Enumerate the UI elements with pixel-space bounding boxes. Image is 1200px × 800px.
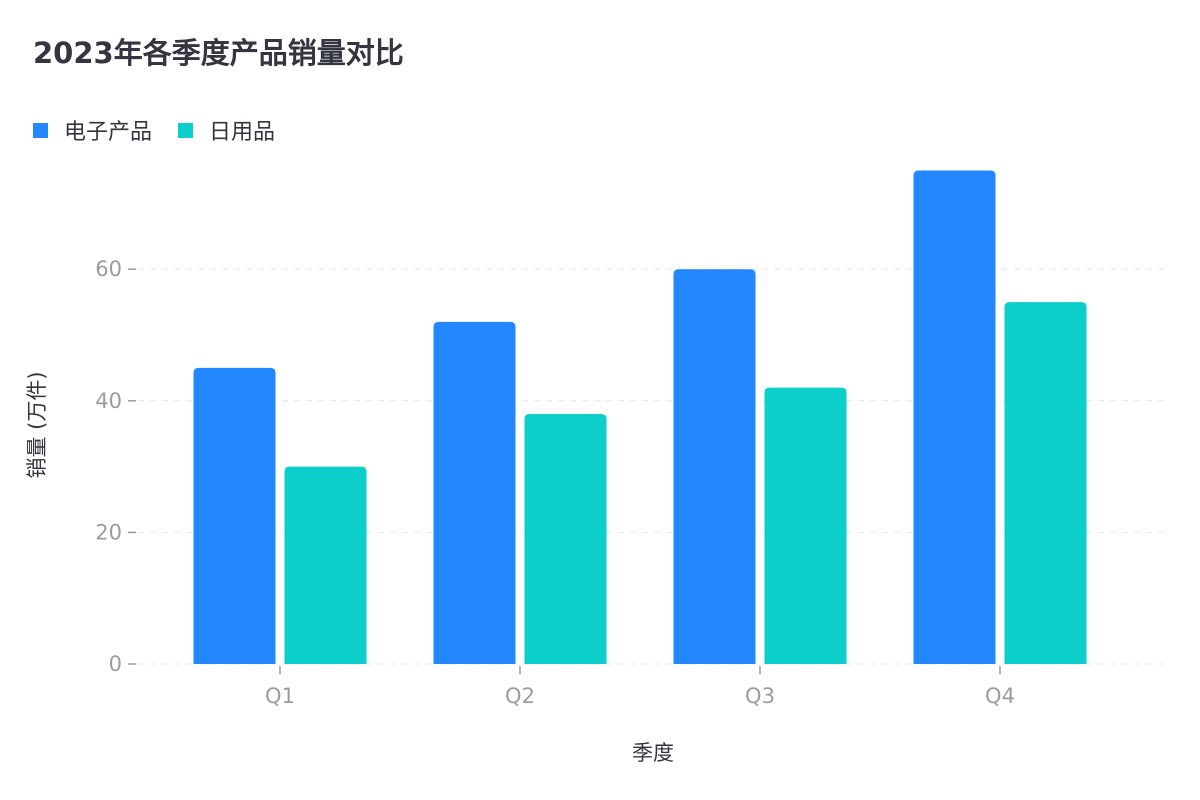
bar-electronics-q1[interactable] [193,367,276,664]
bar-electronics-q4[interactable] [913,170,996,665]
x-tick-label: Q3 [745,684,775,708]
legend-swatch-daily-goods [178,122,194,138]
chart-title: 2023年各季度产品销量对比 [33,36,404,70]
y-tick-label: 20 [95,520,122,544]
y-axis: 0 20 40 60 [95,257,136,676]
legend-swatch-electronics [33,122,48,138]
legend-item-daily-goods[interactable]: 日用品 [178,114,275,146]
legend-label-electronics: 电子产品 [64,120,153,145]
legend: 电子产品 日用品 [33,115,301,145]
x-tick-label: Q1 [265,684,295,708]
y-axis-title: 销量 (万件) [25,371,49,478]
legend-label-daily-goods: 日用品 [209,120,276,145]
bar-daily-goods-q4[interactable] [1004,302,1087,664]
bar-daily-goods-q2[interactable] [524,413,607,664]
x-tick-label: Q2 [505,684,535,708]
legend-item-electronics[interactable]: 电子产品 [33,114,152,146]
x-axis: Q1 Q2 Q3 Q4 [265,666,1015,708]
bar-electronics-q2[interactable] [433,321,516,664]
x-tick-label: Q4 [985,684,1015,708]
bar-electronics-q3[interactable] [673,269,756,664]
y-tick-label: 60 [95,257,122,281]
bars [193,170,1087,665]
x-axis-title: 季度 [632,741,674,765]
bar-daily-goods-q3[interactable] [764,387,847,664]
y-tick-label: 40 [95,389,122,413]
y-tick-label: 0 [109,652,122,676]
bar-daily-goods-q1[interactable] [284,466,367,664]
